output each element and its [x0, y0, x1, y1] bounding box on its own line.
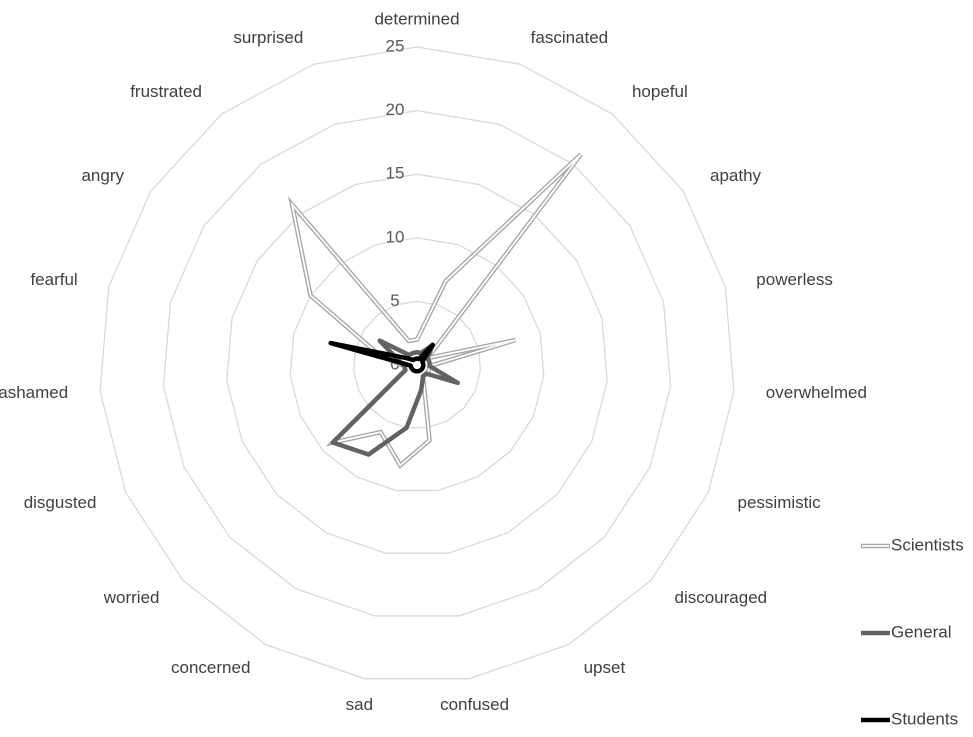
category-label: fascinated [531, 28, 609, 47]
category-label: overwhelmed [766, 383, 867, 402]
category-label: ashamed [0, 383, 68, 402]
category-label: concerned [171, 658, 250, 677]
legend-label: Students [891, 709, 958, 728]
series-line-inner [290, 153, 582, 467]
grid-ring [226, 173, 608, 554]
category-label: apathy [710, 166, 762, 185]
category-label: fearful [30, 270, 77, 289]
grid-ring [352, 300, 482, 429]
grid-ring [289, 237, 545, 492]
y-tick-label: 15 [386, 164, 405, 183]
y-tick-label: 20 [386, 100, 405, 119]
category-label: surprised [233, 28, 303, 47]
category-label: disgusted [24, 493, 97, 512]
series-line [330, 338, 461, 457]
category-label: angry [81, 166, 124, 185]
grid-ring [99, 46, 735, 680]
category-label: worried [103, 588, 160, 607]
category-label: powerless [756, 270, 833, 289]
series-line [288, 152, 583, 469]
y-tick-label: 10 [386, 227, 405, 246]
category-label: sad [346, 695, 373, 714]
y-tick-label: 25 [386, 36, 405, 55]
category-label: confused [440, 695, 509, 714]
category-label: determined [374, 9, 459, 28]
category-label: hopeful [632, 82, 688, 101]
y-tick-label: 5 [390, 291, 399, 310]
category-label: frustrated [130, 82, 202, 101]
legend-label: Scientists [891, 535, 964, 554]
grid-ring [162, 109, 672, 617]
series-line [328, 340, 435, 374]
category-label: discouraged [675, 588, 768, 607]
category-label: upset [584, 658, 626, 677]
legend-label: General [891, 622, 951, 641]
category-label: pessimistic [738, 493, 822, 512]
